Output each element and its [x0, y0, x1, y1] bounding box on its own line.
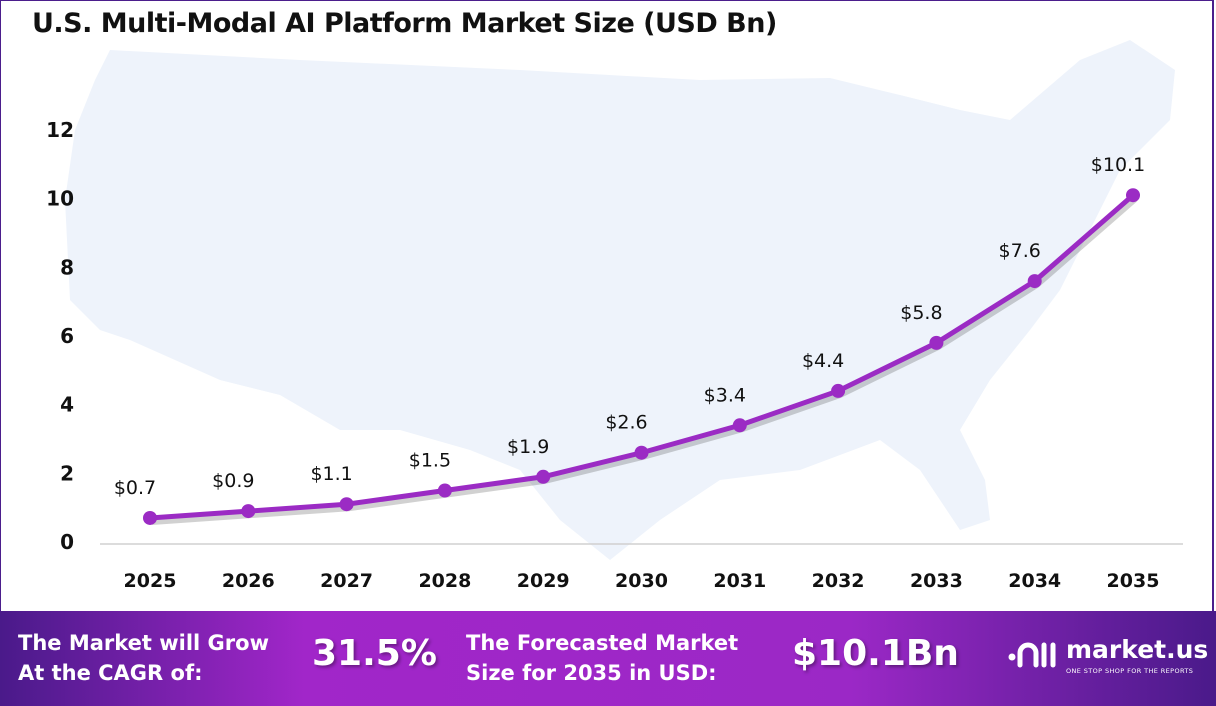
cagr-label: The Market will Grow At the CAGR of:: [18, 628, 269, 688]
data-label: $0.7: [114, 477, 156, 499]
forecast-label-line1: The Forecasted Market: [466, 631, 739, 655]
data-point: [339, 497, 354, 512]
data-point: [143, 510, 157, 525]
data-label: $5.8: [900, 302, 942, 324]
forecast-label: The Forecasted Market Size for 2035 in U…: [466, 628, 738, 688]
logo-tagline: ONE STOP SHOP FOR THE REPORTS: [1066, 667, 1194, 675]
y-tick-label: 0: [60, 530, 74, 554]
data-point: [1027, 274, 1042, 289]
y-tick-label: 10: [46, 187, 74, 211]
data-point: [241, 504, 256, 519]
x-tick-label: 2031: [713, 570, 766, 592]
data-label: $10.1: [1091, 154, 1145, 176]
cagr-value: 31.5%: [312, 633, 437, 674]
data-label: $1.9: [507, 436, 549, 458]
x-tick-label: 2034: [1008, 570, 1061, 592]
summary-banner: The Market will Grow At the CAGR of: 31.…: [0, 611, 1216, 706]
market-us-logo: market.us ONE STOP SHOP FOR THE REPORTS: [1006, 635, 1208, 683]
data-label: $4.4: [802, 350, 844, 372]
y-tick-label: 4: [60, 393, 74, 417]
logo-name: market.us: [1066, 635, 1209, 664]
x-tick-label: 2027: [320, 570, 373, 592]
data-label: $2.6: [605, 412, 647, 434]
x-tick-label: 2030: [615, 570, 668, 592]
data-label: $1.1: [310, 463, 352, 485]
logo-icon: [1008, 642, 1056, 668]
x-tick-label: 2025: [124, 570, 177, 592]
x-tick-label: 2033: [910, 570, 963, 592]
x-tick-label: 2029: [517, 570, 570, 592]
cagr-label-line1: The Market will Grow: [18, 631, 269, 655]
data-label: $1.5: [409, 450, 451, 472]
chart-title: U.S. Multi-Modal AI Platform Market Size…: [32, 8, 777, 39]
x-tick-label: 2032: [812, 570, 865, 592]
y-tick-label: 12: [46, 118, 74, 142]
x-tick-label: 2028: [418, 570, 471, 592]
y-tick-label: 2: [60, 461, 74, 485]
data-point: [929, 335, 944, 350]
x-tick-label: 2035: [1107, 570, 1160, 592]
data-point: [634, 445, 649, 460]
data-label: $3.4: [704, 384, 746, 406]
data-point: [536, 469, 551, 484]
line-chart: 0 2 4 6 8 10 12 2025 2026 2027 2028 2029 2030 2031 20…: [46, 40, 1183, 592]
x-tick-label: 2026: [222, 570, 275, 592]
forecast-label-line2: Size for 2035 in USD:: [466, 661, 717, 685]
data-point: [437, 483, 452, 498]
y-tick-label: 8: [60, 255, 74, 279]
data-label: $0.9: [212, 470, 254, 492]
data-point: [831, 383, 846, 398]
data-label: $7.6: [999, 240, 1041, 262]
usa-map-silhouette: [65, 40, 1175, 560]
data-point: [732, 418, 747, 433]
forecast-value: $10.1Bn: [792, 633, 959, 674]
data-point: [1126, 188, 1140, 203]
cagr-label-line2: At the CAGR of:: [18, 661, 203, 685]
y-tick-label: 6: [60, 324, 74, 348]
